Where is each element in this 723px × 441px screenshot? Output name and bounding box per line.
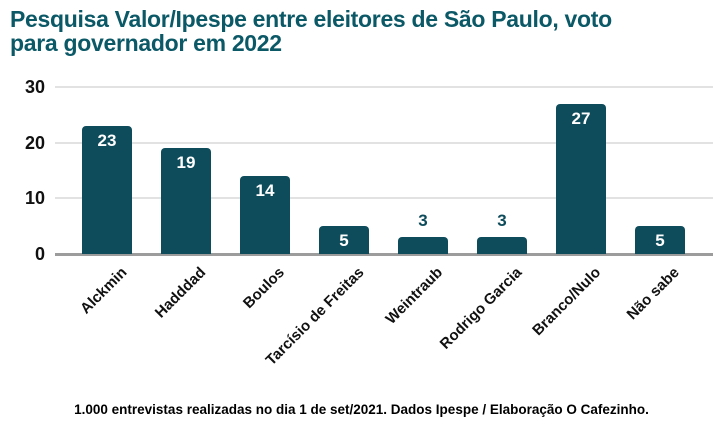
- value-label-tarcisio-de-freitas: 5: [339, 231, 349, 250]
- value-label-nao-sabe: 5: [655, 231, 665, 250]
- gridline-10: [55, 197, 713, 199]
- value-label-weintraub: 3: [418, 211, 428, 230]
- value-label-boulos: 14: [255, 181, 275, 200]
- y-tick-label-20: 20: [24, 133, 45, 153]
- bar-rodrigo-garcia: [477, 237, 527, 254]
- gridline-20: [55, 142, 713, 144]
- x-label-rodrigo-garcia: Rodrigo Garcia: [436, 264, 526, 353]
- chart-title: Pesquisa Valor/Ipespe entre eleitores de…: [10, 7, 612, 55]
- x-axis-line: [55, 253, 713, 256]
- x-label-nao-sabe: Não sabe: [623, 264, 684, 324]
- bar-hadddad: [161, 148, 211, 254]
- chart-title-line1: Pesquisa Valor/Ipespe entre eleitores de…: [10, 6, 612, 32]
- value-label-alckmin: 23: [97, 131, 117, 150]
- bar-branco-nulo: [556, 104, 606, 254]
- y-tick-label-10: 10: [24, 188, 45, 208]
- bar-alckmin: [82, 126, 132, 254]
- x-label-alckmin: Alckmin: [76, 264, 131, 318]
- value-label-hadddad: 19: [176, 153, 196, 172]
- x-label-hadddad: Hadddad: [151, 264, 210, 322]
- x-label-boulos: Boulos: [240, 264, 289, 312]
- value-label-branco-nulo: 27: [571, 109, 591, 128]
- gridline-30: [55, 86, 713, 88]
- bar-tarcisio-de-freitas: [319, 226, 369, 254]
- x-label-weintraub: Weintraub: [382, 264, 447, 328]
- value-label-rodrigo-garcia: 3: [497, 211, 507, 230]
- y-tick-label-0: 0: [34, 244, 45, 264]
- bar-boulos: [240, 176, 290, 254]
- y-tick-label-30: 30: [24, 77, 45, 97]
- bar-nao-sabe: [635, 226, 685, 254]
- bar-weintraub: [398, 237, 448, 254]
- x-label-branco-nulo: Branco/Nulo: [528, 264, 605, 340]
- source-note: 1.000 entrevistas realizadas no dia 1 de…: [74, 402, 649, 417]
- chart-title-line2: para governador em 2022: [10, 30, 282, 56]
